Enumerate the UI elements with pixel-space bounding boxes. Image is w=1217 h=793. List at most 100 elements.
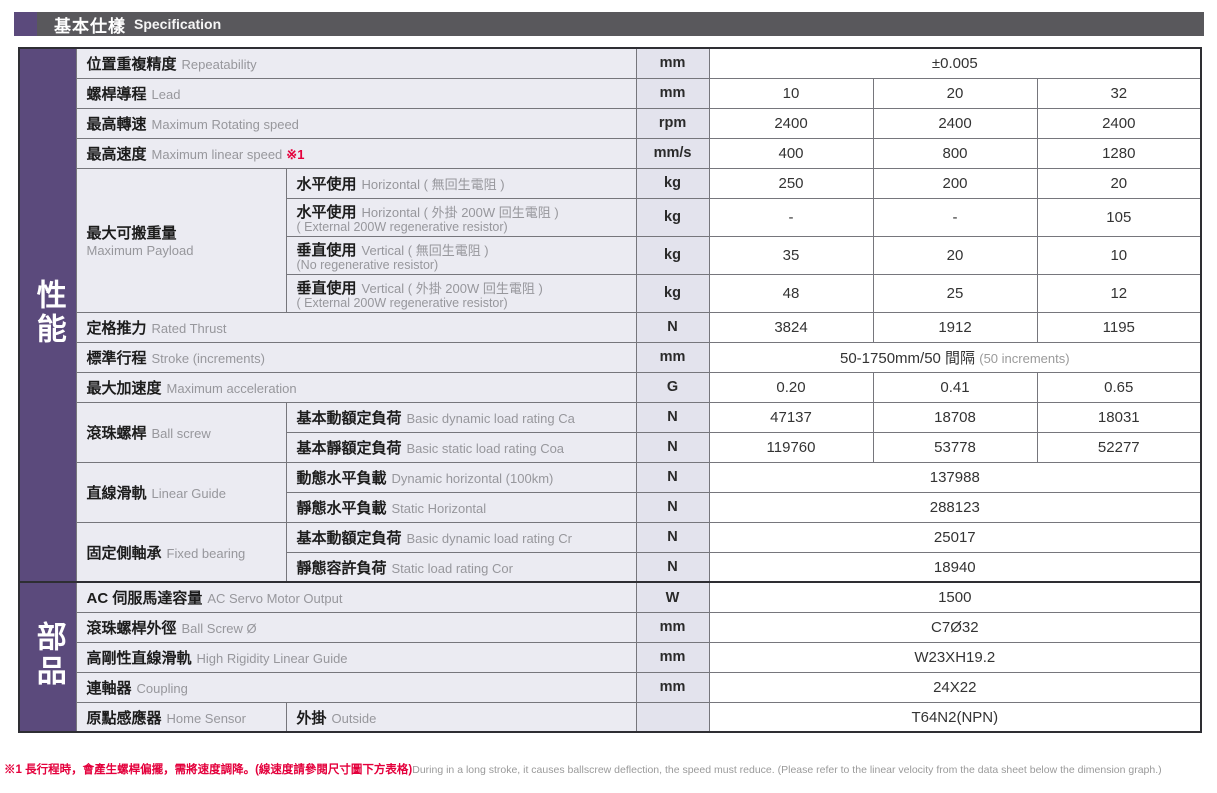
row-label-en: Maximum linear speed bbox=[151, 146, 283, 162]
row-value: 1195 bbox=[1036, 311, 1202, 343]
section-title-zh: 基本仕樣 bbox=[54, 16, 126, 36]
row-value: 1280 bbox=[1036, 137, 1202, 169]
row-value: 119760 bbox=[708, 431, 874, 463]
row-label-en: Static Horizontal bbox=[391, 500, 487, 516]
row-value: 24X22 bbox=[708, 671, 1202, 703]
row-value: 250 bbox=[708, 167, 874, 199]
row-sublabel: 水平使用 Horizontal ( 無回生電阻 ) bbox=[285, 167, 637, 199]
row-sublabel: 垂直使用 Vertical ( 外掛 200W 回生電阻 ) ( External… bbox=[285, 273, 637, 313]
row-value: 288123 bbox=[708, 491, 1202, 523]
row-stroke: 標準行程 Stroke (increments) mm 50-1750mm/50 … bbox=[19, 341, 1202, 373]
row-sublabel: 基本動額定負荷 Basic dynamic load rating Cr bbox=[285, 521, 637, 553]
row-payload-vertical-resistor: 垂直使用 Vertical ( 外掛 200W 回生電阻 ) ( External… bbox=[19, 273, 1202, 313]
group-label-en: Ball screw bbox=[151, 425, 211, 441]
row-unit: mm/s bbox=[635, 137, 710, 169]
row-label-en: Horizontal ( 外掛 200W 回生電阻 ) bbox=[361, 204, 559, 220]
row-label: 螺桿導程 Lead bbox=[75, 77, 637, 109]
section-title-en: Specification bbox=[134, 16, 222, 32]
row-value-main: 50-1750mm/50 間隔 bbox=[840, 349, 976, 367]
row-unit: mm bbox=[635, 641, 710, 673]
row-label-zh: 最大加速度 bbox=[86, 379, 162, 397]
group-label-en: Fixed bearing bbox=[166, 545, 246, 561]
row-value: 800 bbox=[872, 137, 1038, 169]
row-label-zh: 靜態容許負荷 bbox=[296, 559, 387, 577]
row-value: 137988 bbox=[708, 461, 1202, 493]
row-value: 18940 bbox=[708, 551, 1202, 583]
row-value: 52277 bbox=[1036, 431, 1202, 463]
row-value: 0.20 bbox=[708, 371, 874, 403]
row-value: 200 bbox=[872, 167, 1038, 199]
row-label-en: High Rigidity Linear Guide bbox=[196, 650, 348, 666]
row-unit: G bbox=[635, 371, 710, 403]
row-value: 105 bbox=[1036, 197, 1202, 237]
row-unit: N bbox=[635, 461, 710, 493]
row-value: 3824 bbox=[708, 311, 874, 343]
row-sublabel: 水平使用 Horizontal ( 外掛 200W 回生電阻 ) ( Extern… bbox=[285, 197, 637, 237]
row-label-en: Vertical ( 外掛 200W 回生電阻 ) bbox=[361, 280, 543, 296]
row-label-zh: 高剛性直線滑軌 bbox=[86, 649, 192, 667]
row-payload-horizontal-resistor: 水平使用 Horizontal ( 外掛 200W 回生電阻 ) ( Extern… bbox=[19, 197, 1202, 237]
row-value: 18031 bbox=[1036, 401, 1202, 433]
row-label: 標準行程 Stroke (increments) bbox=[75, 341, 637, 373]
row-sublabel: 外掛 Outside bbox=[285, 701, 637, 733]
row-unit: mm bbox=[635, 611, 710, 643]
row-value: 47137 bbox=[708, 401, 874, 433]
group-label-ballscrew: 滾珠螺桿 Ball screw bbox=[75, 401, 287, 463]
row-label-zh: 最高轉速 bbox=[86, 115, 147, 133]
row-label-en2: (No regenerative resistor) bbox=[296, 257, 439, 272]
row-label-en: Repeatability bbox=[181, 56, 257, 72]
footnote: ※1 長行程時，會產生螺桿偏擺，需將速度調降。(線速度請參閱尺寸圖下方表格)Du… bbox=[4, 760, 1214, 778]
row-unit: N bbox=[635, 431, 710, 463]
row-value: 32 bbox=[1036, 77, 1202, 109]
row-label-zh: 原點感應器 bbox=[86, 709, 162, 727]
side-label-parts-text: 部品 bbox=[31, 620, 65, 689]
row-label-en: Maximum Rotating speed bbox=[151, 116, 299, 132]
row-unit: mm bbox=[635, 671, 710, 703]
row-label-zh: 基本靜額定負荷 bbox=[296, 439, 402, 457]
row-unit: kg bbox=[635, 273, 710, 313]
row-label-en: Home Sensor bbox=[166, 710, 246, 726]
row-label-zh: 水平使用 bbox=[296, 175, 357, 193]
row-label-zh: 垂直使用 bbox=[296, 241, 357, 259]
row-servo-output: 部品 AC 伺服馬達容量 AC Servo Motor Output W 1500 bbox=[18, 581, 1202, 733]
row-value: 18708 bbox=[872, 401, 1038, 433]
row-value: W23XH19.2 bbox=[708, 641, 1202, 673]
row-label-zh: 動態水平負載 bbox=[296, 469, 387, 487]
footnote-red-text: ※1 長行程時，會產生螺桿偏擺，需將速度調降。(線速度請參閱尺寸圖下方表格) bbox=[4, 764, 413, 776]
group-label-en: Linear Guide bbox=[151, 485, 226, 501]
group-label-en: Maximum Payload bbox=[86, 243, 194, 259]
row-repeatability: 性能 位置重複精度 Repeatability mm ±0.005 bbox=[18, 47, 1202, 583]
row-ballscrew-dynamic: 滾珠螺桿 Ball screw 基本動額定負荷 Basic dynamic load… bbox=[19, 401, 1202, 463]
row-payload-vertical: 垂直使用 Vertical ( 無回生電阻 ) (No regenerative … bbox=[19, 235, 1202, 275]
row-label-zh: 連軸器 bbox=[86, 679, 132, 697]
row-label: 最高速度 Maximum linear speed ※1 bbox=[75, 137, 637, 169]
group-label-zh: 固定側軸承 bbox=[86, 544, 162, 562]
row-unit: mm bbox=[635, 77, 710, 109]
row-value: 400 bbox=[708, 137, 874, 169]
row-unit: mm bbox=[635, 47, 710, 79]
group-label-fixed-bearing: 固定側軸承 Fixed bearing bbox=[75, 521, 287, 583]
row-value: 25 bbox=[872, 273, 1038, 313]
row-label-en2: ( External 200W regenerative resistor) bbox=[296, 219, 508, 234]
row-sublabel: 靜態水平負載 Static Horizontal bbox=[285, 491, 637, 523]
row-lead: 螺桿導程 Lead mm 10 20 32 bbox=[19, 77, 1202, 109]
row-sublabel: 基本動額定負荷 Basic dynamic load rating Ca bbox=[285, 401, 637, 433]
row-value: 10 bbox=[1036, 235, 1202, 275]
footnote-gray-text: During in a long stroke, it causes balls… bbox=[412, 764, 1162, 776]
row-label-en: Horizontal ( 無回生電阻 ) bbox=[361, 176, 505, 192]
row-guide-static: 靜態水平負載 Static Horizontal N 288123 bbox=[19, 491, 1202, 523]
row-home-sensor: 原點感應器 Home Sensor 外掛 Outside T64N2(NPN) bbox=[19, 701, 1202, 733]
row-label-zh: 靜態水平負載 bbox=[296, 499, 387, 517]
row-label-zh: 螺桿導程 bbox=[86, 85, 147, 103]
row-sublabel: 垂直使用 Vertical ( 無回生電阻 ) (No regenerative … bbox=[285, 235, 637, 275]
row-label: AC 伺服馬達容量 AC Servo Motor Output bbox=[75, 581, 637, 613]
row-ballscrew-diameter: 滾珠螺桿外徑 Ball Screw Ø mm C7Ø32 bbox=[19, 611, 1202, 643]
row-label-en2: ( External 200W regenerative resistor) bbox=[296, 295, 508, 310]
row-label-zh: 水平使用 bbox=[296, 203, 357, 221]
side-label-performance: 性能 bbox=[18, 47, 77, 583]
row-value: 25017 bbox=[708, 521, 1202, 553]
row-bearing-static: 靜態容許負荷 Static load rating Cor N 18940 bbox=[19, 551, 1202, 583]
row-max-rotating-speed: 最高轉速 Maximum Rotating speed rpm 2400 2400… bbox=[19, 107, 1202, 139]
row-unit: kg bbox=[635, 197, 710, 237]
row-value: 0.41 bbox=[872, 371, 1038, 403]
